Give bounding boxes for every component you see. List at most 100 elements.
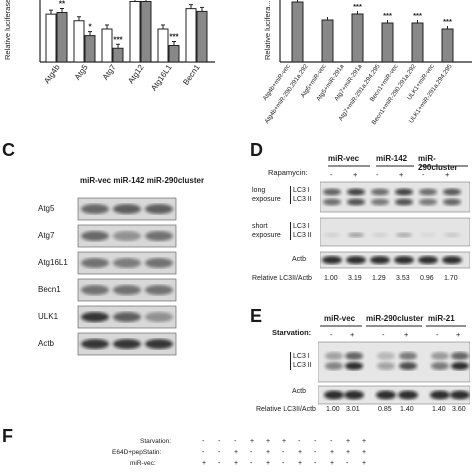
panel-d-lc3-long: LC3 I LC3 II — [290, 186, 312, 204]
panel-f-sign-0-0: - — [202, 438, 205, 445]
panel-d-header-290: miR-290cluster — [418, 154, 458, 172]
panel-f-row-label-2: miR-vec: — [130, 460, 156, 467]
panel-f-sign-2-4: + — [266, 460, 271, 467]
panel-d-band-actb-2 — [370, 256, 390, 264]
chart-a-y-label: Relative luciferase activity (normalized… — [3, 0, 12, 60]
panel-c-header: miR-vec miR-142 miR-290cluster — [80, 176, 205, 185]
chart-b-bar-5 — [441, 28, 454, 63]
panel-f-sign-0-10: + — [362, 438, 367, 445]
panel-d-lc3i-short: LC3 I — [293, 223, 310, 230]
chart-b-significance-5: *** — [443, 17, 452, 26]
panel-e-membrane-lc3 — [318, 341, 470, 383]
panel-f-sign-1-9: + — [346, 449, 351, 456]
panel-d-band-short-1 — [348, 232, 364, 238]
chart-a-significance-Atg4b: ** — [59, 0, 66, 9]
panel-f-sign-0-4: + — [266, 438, 271, 445]
panel-e-value-0: 1.00 — [326, 406, 340, 413]
chart-a-bar-Atg12-s2 — [140, 0, 152, 63]
panel-d-band-actb-5 — [442, 256, 462, 264]
chart-a-bar-Atg5-s1 — [73, 20, 85, 63]
panel-d-membrane-short — [320, 217, 470, 247]
panel-c-band-Atg16L1-1 — [81, 258, 109, 268]
panel-f-sign-1-5: - — [282, 449, 285, 456]
panel-e-band-lc3ii-3 — [399, 362, 417, 370]
panel-e-value-1: 3.01 — [346, 406, 360, 413]
chart-a-tick-Atg4b: Atg4b — [42, 63, 62, 86]
chart-a-significance-Atg5: * — [88, 23, 92, 32]
panel-e-header-vec: miR-vec — [324, 314, 356, 323]
panel-c-row-label-Becn1: Becn1 — [38, 285, 61, 294]
panel-d-letter: D — [250, 140, 263, 160]
panel-d-band-short-3 — [396, 232, 412, 238]
panel-d-sign-2: - — [376, 170, 379, 179]
panel-d-lc3i-long: LC3 I — [293, 187, 310, 194]
panel-f-sign-2-2: + — [234, 460, 239, 467]
chart-a-tick-Atg7: Atg7 — [101, 63, 118, 82]
panel-d-value-0: 1.00 — [324, 275, 338, 282]
panel-c-band-Atg5-3 — [145, 204, 173, 214]
panel-f-sign-0-2: - — [234, 438, 237, 445]
panel-e-band-lc3ii-5 — [451, 362, 469, 370]
panel-f-sign-1-6: + — [298, 449, 303, 456]
panel-f-sign-1-10: + — [362, 449, 367, 456]
chart-a-bar-Atg5-s2 — [84, 35, 96, 63]
panel-d-band-actb-4 — [418, 256, 438, 264]
panel-d-band-short-5 — [444, 232, 460, 238]
panel-c-band-Becn1-2 — [113, 285, 141, 295]
panel-d-value-1: 3.19 — [348, 275, 362, 282]
panel-e-sign-3: + — [404, 330, 409, 339]
chart-b-bar-1 — [321, 19, 334, 63]
panel-d-band-short-4 — [420, 232, 436, 238]
panel-d-lc3ii-long: LC3 II — [293, 196, 312, 203]
panel-c-row-label-Atg16L1: Atg16L1 — [38, 258, 68, 267]
panel-e-value-5: 3.60 — [452, 406, 466, 413]
panel-f-sign-0-1: - — [218, 438, 221, 445]
panel-d-band-actb-0 — [322, 256, 342, 264]
panel-d-band-long-ii-0 — [323, 198, 341, 206]
panel-e-band-lc3ii-2 — [377, 362, 395, 370]
panel-d-value-3: 3.53 — [396, 275, 410, 282]
panel-c-band-Atg7-2 — [113, 231, 141, 241]
panel-c-blot — [77, 197, 177, 356]
panel-c-row-label-Actb: Actb — [38, 339, 55, 348]
panel-e-band-actb-5 — [450, 390, 470, 400]
panel-f-sign-0-8: - — [330, 438, 333, 445]
panel-e-value-4: 1.40 — [432, 406, 446, 413]
panel-f-sign-2-10: + — [362, 460, 367, 467]
panel-e-band-lc3i-5 — [451, 352, 469, 360]
panel-f-sign-1-2: + — [234, 449, 239, 456]
panel-d-band-long-i-0 — [323, 188, 341, 196]
panel-c-band-Atg7-3 — [145, 231, 173, 241]
panel-c-band-Atg5-2 — [113, 204, 141, 214]
chart-a-significance-Atg16L1: *** — [169, 33, 179, 42]
chart-b-bar-3 — [381, 22, 394, 63]
panel-c-row-label-ULK1: ULK1 — [38, 312, 59, 321]
panel-d-sign-4: - — [422, 170, 425, 179]
panel-e-lc3ii: LC3 II — [293, 362, 312, 369]
panel-e-band-actb-1 — [344, 390, 364, 400]
panel-d-header-142: miR-142 — [376, 154, 408, 163]
panel-f-sign-0-5: + — [282, 438, 287, 445]
panel-e-header-lines — [320, 325, 466, 327]
panel-d-lc3-short: LC3 I LC3 II — [290, 222, 312, 240]
panel-f-sign-2-5: - — [282, 460, 285, 467]
panel-e-lc3: LC3 I LC3 II — [290, 352, 312, 370]
panel-d-header-lines — [328, 165, 468, 167]
panel-e-blot — [318, 341, 470, 405]
panel-c-band-Becn1-1 — [81, 285, 109, 295]
panel-e-band-actb-3 — [398, 390, 418, 400]
panel-e-header-21: miR-21 — [428, 314, 455, 323]
chart-a-bar-Atg16L1-s1 — [157, 28, 169, 63]
panel-d-sign-5: + — [445, 170, 450, 179]
panel-f-sign-0-9: + — [346, 438, 351, 445]
panel-d-band-long-i-4 — [419, 188, 437, 196]
panel-d-value-4: 0.96 — [420, 275, 434, 282]
panel-c-band-ULK1-1 — [81, 312, 109, 322]
panel-c-band-Atg5-1 — [81, 204, 109, 214]
panel-d-band-long-i-1 — [347, 188, 365, 196]
chart-a-tick-Atg16L1: Atg16L1 — [149, 63, 174, 93]
panel-f-row-label-1: E64D+pepStatin: — [112, 449, 162, 456]
panel-f-letter: F — [2, 426, 13, 446]
panel-c-band-Actb-3 — [145, 339, 173, 349]
chart-a-tick-Atg5: Atg5 — [73, 63, 90, 82]
